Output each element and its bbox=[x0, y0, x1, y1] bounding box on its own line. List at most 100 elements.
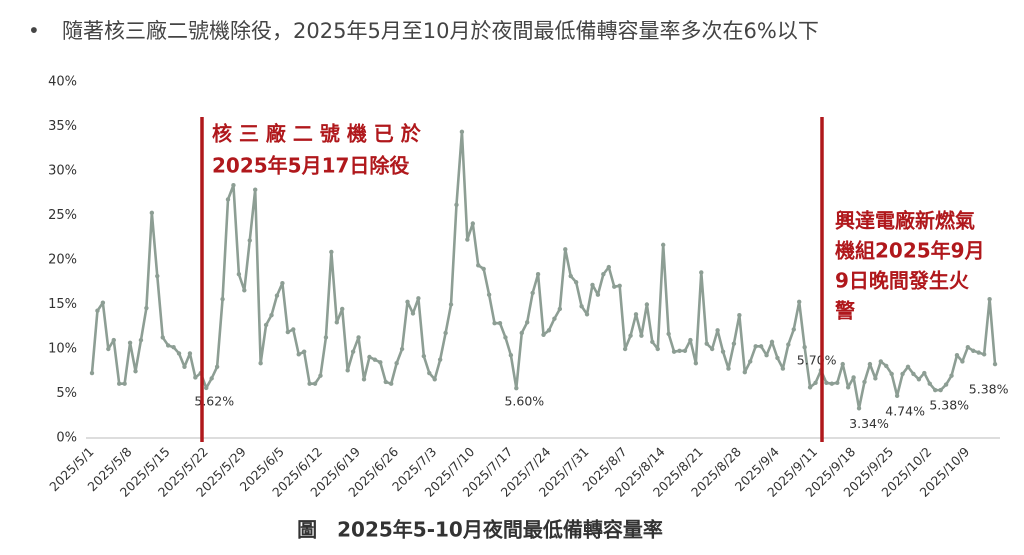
data-point bbox=[622, 346, 628, 352]
y-tick-label: 30% bbox=[48, 164, 77, 179]
point-label: 5.38% bbox=[969, 382, 1009, 397]
data-point bbox=[367, 354, 372, 360]
data-point bbox=[911, 371, 916, 377]
data-point bbox=[590, 282, 595, 288]
data-point bbox=[225, 197, 231, 202]
data-point bbox=[612, 284, 617, 289]
data-point bbox=[345, 368, 350, 373]
data-point bbox=[671, 349, 677, 354]
data-point bbox=[922, 370, 927, 376]
data-point bbox=[835, 380, 840, 386]
data-point bbox=[258, 361, 263, 366]
data-point bbox=[829, 381, 835, 386]
data-point bbox=[992, 361, 998, 367]
data-point bbox=[383, 379, 388, 385]
data-point bbox=[900, 371, 905, 377]
data-point bbox=[960, 359, 965, 364]
data-point bbox=[720, 349, 726, 354]
data-point bbox=[481, 266, 486, 272]
data-point bbox=[470, 221, 475, 226]
chart-title: 圖 2025年5-10月夜間最低備轉容量率 bbox=[297, 518, 663, 542]
data-point bbox=[106, 346, 111, 352]
data-point bbox=[840, 361, 845, 367]
data-point bbox=[437, 357, 443, 362]
data-point bbox=[797, 299, 802, 305]
data-point bbox=[361, 377, 367, 382]
data-point bbox=[856, 406, 862, 411]
annotation: 核 三 廠 二 號 機 已 於 bbox=[212, 122, 422, 146]
y-tick-label: 5% bbox=[56, 386, 77, 401]
data-point bbox=[987, 296, 992, 302]
data-point bbox=[405, 299, 410, 305]
data-point bbox=[563, 247, 568, 252]
data-point bbox=[579, 304, 584, 309]
data-point bbox=[214, 364, 220, 369]
data-point bbox=[454, 202, 459, 208]
data-point bbox=[617, 283, 622, 289]
data-point bbox=[95, 308, 100, 313]
data-point bbox=[171, 345, 176, 350]
data-point bbox=[933, 387, 938, 393]
data-point bbox=[606, 264, 611, 270]
data-point bbox=[552, 316, 557, 321]
data-point bbox=[927, 381, 932, 386]
data-point bbox=[100, 300, 106, 305]
data-point bbox=[894, 393, 900, 399]
data-point bbox=[557, 306, 563, 312]
data-point bbox=[296, 352, 301, 357]
data-point bbox=[486, 292, 492, 297]
data-point bbox=[416, 296, 421, 301]
data-point bbox=[410, 311, 416, 316]
data-point bbox=[318, 373, 323, 378]
data-point bbox=[655, 346, 660, 352]
data-point bbox=[807, 385, 813, 390]
point-label: 4.74% bbox=[885, 403, 925, 418]
data-point bbox=[688, 337, 693, 343]
data-point bbox=[573, 280, 579, 285]
data-point bbox=[682, 348, 688, 353]
data-point bbox=[399, 346, 405, 352]
data-point bbox=[650, 339, 655, 345]
data-point bbox=[503, 335, 508, 340]
data-point bbox=[791, 327, 796, 332]
data-point bbox=[340, 306, 345, 312]
data-point bbox=[155, 273, 160, 279]
data-point bbox=[954, 353, 960, 358]
data-point bbox=[633, 312, 639, 317]
data-point bbox=[307, 381, 312, 386]
data-point bbox=[884, 363, 889, 369]
data-point bbox=[666, 331, 671, 337]
data-point bbox=[312, 381, 318, 386]
data-point bbox=[231, 183, 236, 188]
data-point bbox=[334, 320, 339, 325]
data-point bbox=[182, 364, 187, 369]
data-point bbox=[769, 339, 775, 345]
data-point bbox=[780, 366, 786, 371]
data-point bbox=[764, 353, 769, 358]
data-point bbox=[693, 361, 699, 366]
data-point bbox=[193, 375, 198, 380]
data-point bbox=[329, 249, 334, 255]
data-point bbox=[204, 385, 209, 391]
data-point bbox=[372, 357, 378, 362]
data-point bbox=[187, 351, 193, 356]
data-point bbox=[236, 272, 242, 277]
data-point bbox=[639, 333, 644, 338]
header-text: 隨著核三廠二號機除役，2025年5月至10月於夜間最低備轉容量率多次在6%以下 bbox=[62, 19, 819, 43]
data-point bbox=[144, 305, 149, 311]
annotation: 機組2025年9月 bbox=[835, 239, 985, 263]
data-point bbox=[89, 370, 95, 376]
data-point bbox=[514, 385, 519, 391]
data-point bbox=[122, 381, 127, 386]
data-point bbox=[285, 329, 291, 335]
data-point bbox=[209, 376, 214, 381]
data-point bbox=[274, 293, 280, 298]
data-point bbox=[748, 359, 753, 364]
data-point bbox=[492, 320, 497, 326]
data-point bbox=[378, 360, 383, 365]
data-point bbox=[628, 333, 633, 338]
data-point bbox=[247, 238, 252, 243]
annotation: 2025年5月17日除役 bbox=[212, 154, 409, 178]
